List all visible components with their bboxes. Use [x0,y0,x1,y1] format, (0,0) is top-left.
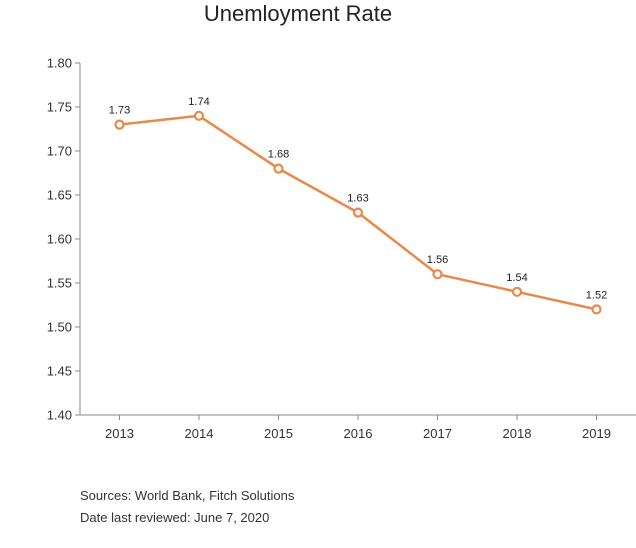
data-label: 1.52 [586,289,607,301]
data-label: 1.63 [347,193,368,205]
data-point[interactable] [114,119,125,130]
x-tick-label: 2017 [423,426,452,441]
y-tick-label: 1.45 [47,364,72,379]
y-tick-label: 1.65 [47,188,72,203]
y-tick-label: 1.50 [47,320,72,335]
data-label: 1.74 [188,96,209,108]
y-tick-label: 1.80 [47,56,72,71]
x-tick-label: 2018 [503,426,532,441]
y-axis: 1.40 1.45 1.50 1.55 1.60 1.65 1.70 1.75 1.80 [47,56,81,423]
x-axis: 2013 2014 2015 2016 2017 2018 2019 [80,414,636,441]
series-layer: 1.73 1.74 1.68 1.63 1.56 1.54 1.52 [109,96,607,315]
data-point[interactable] [273,163,284,174]
y-tick-label: 1.55 [47,276,72,291]
x-tick-label: 2014 [185,426,214,441]
data-label: 1.56 [427,254,448,266]
chart-title: Unemloyment Rate [204,1,392,26]
data-label: 1.54 [506,272,527,284]
data-label: 1.73 [109,105,130,117]
y-tick-label: 1.70 [47,144,72,159]
data-point[interactable] [591,304,602,315]
data-point[interactable] [352,207,364,218]
x-tick-label: 2013 [105,426,134,441]
date-reviewed-note: Date last reviewed: June 7, 2020 [80,510,270,525]
data-point[interactable] [511,286,523,297]
y-tick-label: 1.60 [47,232,72,247]
x-tick-label: 2015 [264,426,293,441]
source-note: Sources: World Bank, Fitch Solutions [80,488,295,503]
y-tick-label: 1.40 [47,408,72,423]
x-tick-label: 2016 [344,426,373,441]
x-tick-label: 2019 [582,426,611,441]
data-point[interactable] [432,269,443,280]
data-label: 1.68 [268,149,289,161]
y-tick-label: 1.75 [47,100,72,115]
data-point[interactable] [193,110,205,121]
